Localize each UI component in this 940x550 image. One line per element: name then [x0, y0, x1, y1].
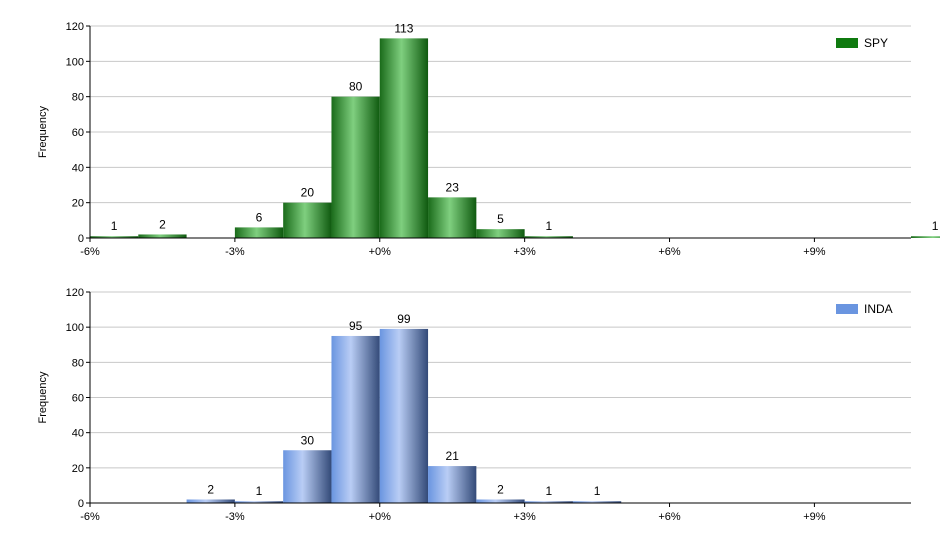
x-tick-label: +6%	[658, 511, 681, 523]
x-tick-label: +9%	[803, 246, 826, 258]
histogram-bar	[331, 96, 380, 239]
histogram-bar	[283, 202, 332, 238]
legend-label: SPY	[864, 36, 888, 50]
bar-data-label: 30	[301, 433, 315, 447]
y-tick-label: 80	[72, 92, 84, 104]
bar-data-label: 2	[497, 482, 504, 496]
y-tick-label: 100	[66, 56, 84, 68]
histogram-bar	[428, 197, 477, 238]
bar-data-label: 1	[256, 484, 263, 498]
histogram-bar	[283, 450, 332, 503]
histogram-bar	[379, 328, 429, 503]
histogram-bar	[911, 236, 940, 238]
bar-data-label: 23	[446, 180, 460, 194]
bar-data-label: 5	[497, 212, 504, 226]
y-tick-label: 40	[72, 162, 84, 174]
bar-data-label: 20	[301, 186, 315, 200]
legend-label: INDA	[864, 302, 893, 316]
bar-data-label: 99	[397, 312, 411, 326]
bar-data-label: 113	[394, 21, 413, 35]
y-tick-label: 60	[72, 393, 84, 405]
x-tick-label: +0%	[369, 246, 392, 258]
bar-data-label: 6	[256, 210, 263, 224]
x-tick-label: -6%	[80, 246, 100, 258]
histogram-bar	[138, 234, 187, 238]
x-tick-label: +9%	[803, 511, 826, 523]
y-tick-label: 120	[66, 21, 84, 33]
y-tick-label: 20	[72, 198, 84, 210]
y-axis-title: Frequency	[37, 106, 49, 158]
bar-data-label: 1	[111, 219, 118, 233]
bar-data-label: 1	[545, 219, 552, 233]
bar-data-label: 21	[446, 449, 460, 463]
y-tick-label: 80	[72, 357, 84, 369]
y-axis-title: Frequency	[37, 371, 49, 423]
legend-swatch	[836, 38, 858, 48]
legend: INDA	[836, 302, 893, 316]
y-tick-label: 0	[78, 233, 84, 245]
histogram-bar	[476, 229, 525, 238]
legend: SPY	[836, 36, 888, 50]
histogram-bar	[524, 236, 573, 238]
x-tick-label: +6%	[658, 246, 681, 258]
chart-1: 1 2 6 20 80 113 23 5 1 1 0 20 40 60 80 100 120 -6% -3% +0% +…	[37, 21, 940, 258]
histogram-bar	[572, 501, 622, 503]
x-tick-label: +3%	[513, 511, 536, 523]
bar-data-label: 1	[932, 219, 939, 233]
bar-data-label: 1	[594, 484, 601, 498]
x-tick-label: -3%	[225, 246, 245, 258]
x-tick-label: -6%	[80, 511, 100, 523]
y-tick-label: 0	[78, 498, 84, 510]
y-tick-label: 20	[72, 463, 84, 475]
x-tick-label: -3%	[225, 511, 245, 523]
y-tick-label: 100	[66, 322, 84, 334]
histogram-bar	[234, 501, 284, 503]
histogram-bar	[524, 501, 573, 503]
bar-data-label: 2	[207, 482, 214, 496]
y-tick-label: 40	[72, 428, 84, 440]
y-tick-label: 120	[66, 287, 84, 299]
histogram-bar	[476, 499, 525, 503]
histogram-bar	[379, 38, 429, 238]
bar-data-label: 1	[545, 484, 552, 498]
legend-swatch	[836, 304, 858, 314]
histogram-bar	[428, 466, 477, 503]
bar-data-label: 2	[159, 217, 166, 231]
x-tick-label: +3%	[513, 246, 536, 258]
histogram-bar	[234, 227, 284, 238]
y-tick-label: 60	[72, 127, 84, 139]
x-tick-label: +0%	[369, 511, 392, 523]
histogram-bar	[186, 499, 235, 503]
bar-data-label: 95	[349, 319, 363, 333]
bar-data-label: 80	[349, 80, 363, 94]
histogram-bar	[90, 236, 139, 238]
histogram-bar	[331, 335, 380, 503]
